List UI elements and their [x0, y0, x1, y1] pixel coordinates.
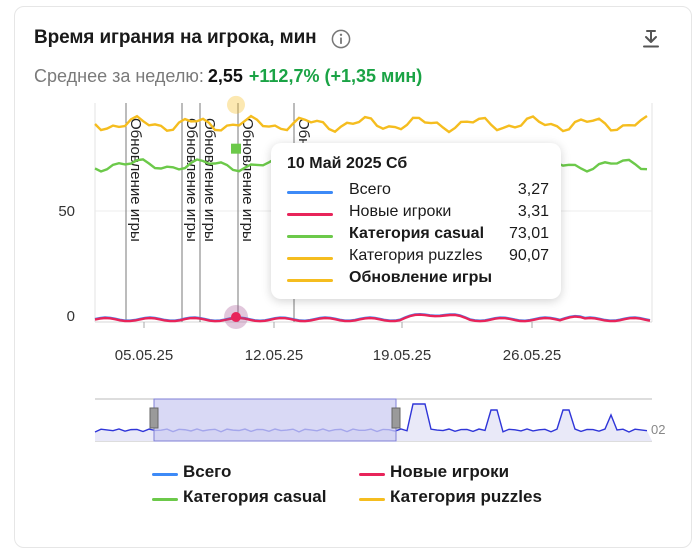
- range-navigator[interactable]: 02: [94, 398, 665, 442]
- legend-label: Новые игроки: [390, 462, 510, 481]
- tooltip-name: Категория casual: [349, 225, 485, 242]
- summary-change: +112,7% (+1,35 мин): [248, 66, 423, 86]
- tooltip-name: Всего: [349, 181, 391, 198]
- tooltip-name: Категория puzzles: [349, 247, 483, 264]
- hover-markers: [224, 95, 248, 329]
- legend-swatch: [152, 473, 178, 476]
- x-tick-label: 05.05.25: [115, 347, 173, 364]
- tooltip-name: Обновление игры: [349, 269, 493, 286]
- legend-label: Категория puzzles: [390, 487, 542, 506]
- tooltip-row-casual: Категория casual 73,01: [287, 225, 549, 247]
- tooltip-value: 3,27: [517, 181, 549, 198]
- series-swatch: [287, 235, 333, 238]
- event-label: Обновление игры: [239, 118, 256, 242]
- series-swatch: [287, 191, 333, 194]
- y-tick-label: 50: [58, 203, 75, 220]
- tooltip-value: 3,31: [517, 203, 549, 220]
- x-tick-label: 12.05.25: [245, 347, 303, 364]
- series-swatch: [287, 257, 333, 260]
- event-label: Обновление игры: [201, 118, 218, 242]
- legend-swatch: [152, 498, 178, 501]
- hover-point-new-players: [231, 312, 241, 322]
- series-swatch: [287, 213, 333, 216]
- chart-axes: 0 50 05.05.25 12.05.25 19.05.25 26.05.25: [58, 203, 561, 364]
- tooltip-value: 90,07: [508, 247, 549, 264]
- summary-label: Среднее за неделю:: [34, 66, 204, 86]
- series-line-puzzles: [94, 114, 648, 134]
- navigator-handle[interactable]: [149, 407, 159, 429]
- hover-point-puzzles: [227, 95, 245, 114]
- series-line-new-players: [94, 313, 651, 323]
- x-tick-label: 26.05.25: [503, 347, 561, 364]
- navigator-handle[interactable]: [391, 407, 401, 429]
- event-label: Обновление игры: [183, 118, 200, 242]
- tooltip-row-puzzles: Категория puzzles 90,07: [287, 247, 549, 269]
- chart-title: Время играния на игрока, мин: [34, 27, 317, 48]
- hover-point-casual: [231, 143, 241, 154]
- event-label: Обновление игры: [127, 118, 144, 242]
- tooltip-row-total: Всего 3,27: [287, 181, 549, 203]
- x-tick-label: 19.05.25: [373, 347, 431, 364]
- legend-swatch: [359, 498, 385, 501]
- navigator-window: [153, 398, 397, 442]
- legend-swatch: [359, 473, 385, 476]
- download-icon[interactable]: [639, 27, 663, 51]
- info-circle-icon[interactable]: [331, 29, 351, 49]
- chart-tooltip: 10 Май 2025 Сб Всего 3,27 Новые игроки 3…: [271, 143, 561, 299]
- series-swatch: [287, 279, 333, 282]
- tooltip-row-new-players: Новые игроки 3,31: [287, 203, 549, 225]
- tooltip-date: 10 Май 2025 Сб: [287, 155, 408, 172]
- y-tick-label: 0: [67, 308, 75, 325]
- navigator-label: 02: [651, 422, 665, 437]
- legend-label: Категория casual: [183, 487, 327, 506]
- weekly-summary: Среднее за неделю: 2,55 +112,7% (+1,35 мин…: [34, 66, 422, 87]
- summary-value: 2,55: [207, 66, 243, 86]
- tooltip-value: 73,01: [508, 225, 549, 242]
- legend-label: Всего: [183, 462, 232, 481]
- tooltip-row-update: Обновление игры: [287, 269, 549, 291]
- tooltip-name: Новые игроки: [349, 203, 452, 220]
